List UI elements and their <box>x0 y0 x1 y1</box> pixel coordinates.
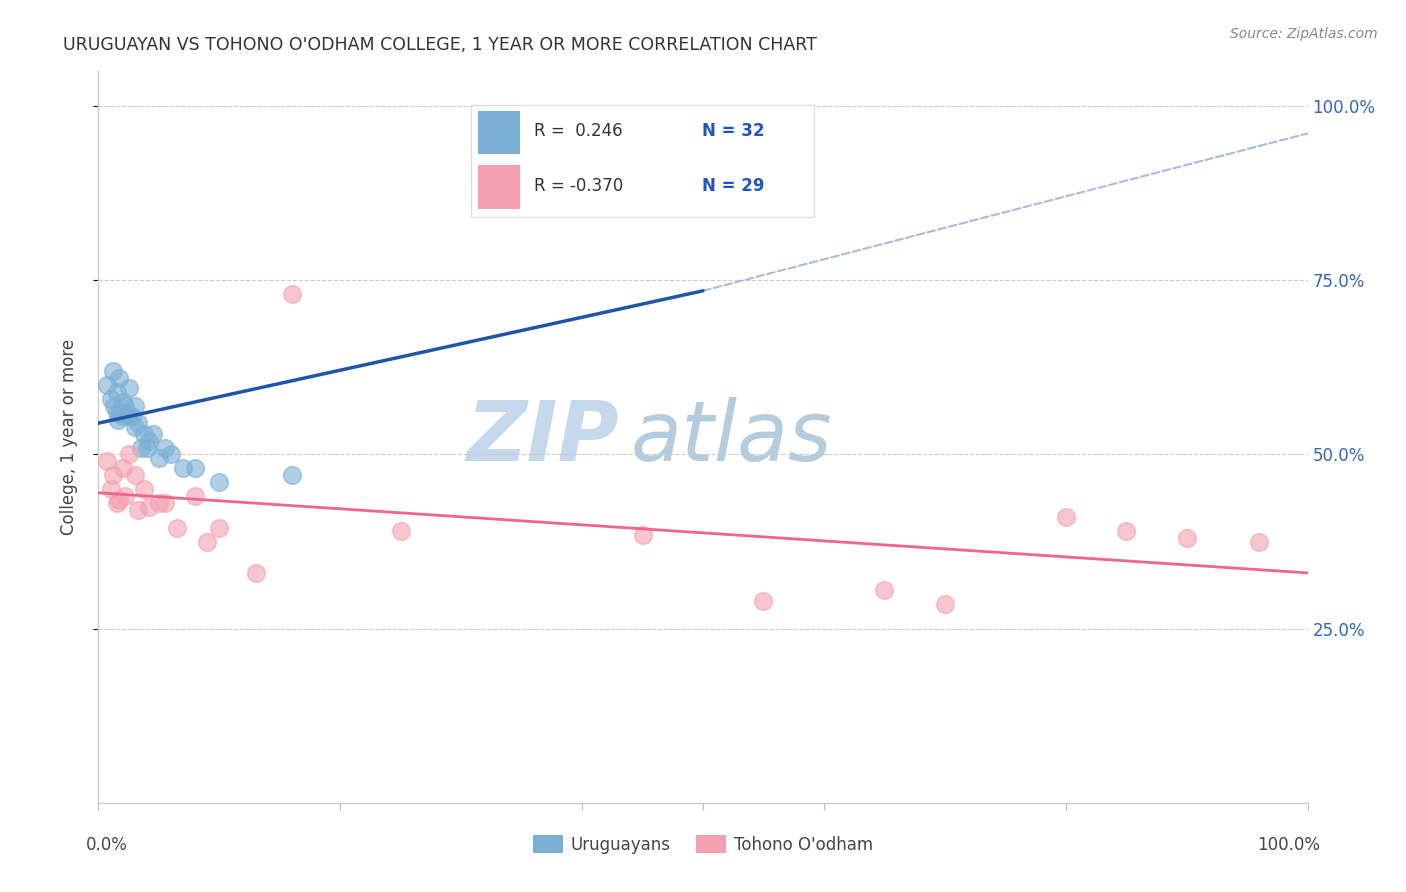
Point <box>510 127 533 141</box>
Point <box>245 566 267 580</box>
Point <box>1175 531 1198 545</box>
Point <box>153 441 176 455</box>
Point <box>124 419 146 434</box>
Point <box>873 583 896 598</box>
Point <box>172 461 194 475</box>
Point <box>208 475 231 490</box>
Y-axis label: College, 1 year or more: College, 1 year or more <box>59 339 77 535</box>
Point <box>195 534 218 549</box>
Point <box>107 412 129 426</box>
Legend: Uruguayans, Tohono O'odham: Uruguayans, Tohono O'odham <box>526 829 880 860</box>
Point <box>111 461 134 475</box>
Point <box>100 392 122 406</box>
Point <box>105 406 128 420</box>
Point <box>114 489 136 503</box>
Point <box>115 406 138 420</box>
Point <box>127 416 149 430</box>
Point <box>100 483 122 497</box>
Point <box>631 527 654 541</box>
Point <box>101 364 124 378</box>
Point <box>118 381 141 395</box>
Point <box>118 448 141 462</box>
Point <box>1249 534 1271 549</box>
Point <box>281 287 304 301</box>
Point <box>121 409 143 424</box>
Point <box>111 395 134 409</box>
Point <box>108 371 131 385</box>
Point <box>752 594 775 608</box>
Point <box>135 441 157 455</box>
Point <box>138 500 160 514</box>
Point <box>124 468 146 483</box>
Point <box>111 409 134 424</box>
Point <box>96 377 118 392</box>
Point <box>134 426 156 441</box>
Point <box>153 496 176 510</box>
Point <box>1054 510 1077 524</box>
Point <box>142 426 165 441</box>
Point <box>934 597 956 611</box>
Point <box>103 399 125 413</box>
Point <box>96 454 118 468</box>
Point <box>148 496 170 510</box>
Point <box>129 441 152 455</box>
Point <box>105 496 128 510</box>
Text: ZIP: ZIP <box>465 397 619 477</box>
Point <box>184 461 207 475</box>
Point <box>108 406 131 420</box>
Text: 100.0%: 100.0% <box>1257 837 1320 855</box>
Text: Source: ZipAtlas.com: Source: ZipAtlas.com <box>1230 27 1378 41</box>
Point <box>114 399 136 413</box>
Point <box>118 409 141 424</box>
Text: URUGUAYAN VS TOHONO O'ODHAM COLLEGE, 1 YEAR OR MORE CORRELATION CHART: URUGUAYAN VS TOHONO O'ODHAM COLLEGE, 1 Y… <box>63 36 817 54</box>
Point <box>160 448 183 462</box>
Point <box>108 492 131 507</box>
Point <box>166 521 188 535</box>
Point <box>389 524 412 538</box>
Point <box>184 489 207 503</box>
Point <box>208 521 231 535</box>
Text: atlas: atlas <box>630 397 832 477</box>
Point <box>1115 524 1137 538</box>
Point <box>101 468 124 483</box>
Point <box>105 384 128 399</box>
Point <box>127 503 149 517</box>
Point <box>138 434 160 448</box>
Point <box>148 450 170 465</box>
Point <box>281 468 304 483</box>
Text: 0.0%: 0.0% <box>86 837 128 855</box>
Point <box>134 483 156 497</box>
Point <box>124 399 146 413</box>
